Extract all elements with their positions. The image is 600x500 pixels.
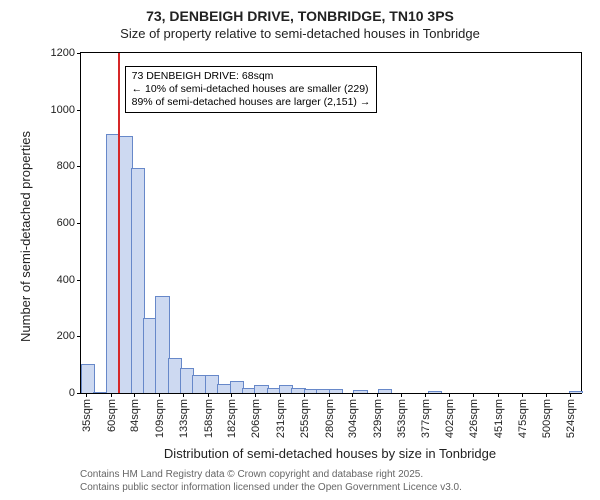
chart-subtitle: Size of property relative to semi-detach… xyxy=(0,24,600,41)
x-tick-mark xyxy=(255,393,256,397)
x-tick-mark xyxy=(546,393,547,397)
attribution-footer: Contains HM Land Registry data © Crown c… xyxy=(80,468,462,494)
x-tick-mark xyxy=(377,393,378,397)
y-tick-mark xyxy=(77,166,81,167)
x-tick-mark xyxy=(522,393,523,397)
x-tick-mark xyxy=(304,393,305,397)
footer-line1: Contains HM Land Registry data © Crown c… xyxy=(80,468,462,481)
x-tick-mark xyxy=(86,393,87,397)
x-tick-mark xyxy=(231,393,232,397)
x-tick-label: 451sqm xyxy=(491,399,505,438)
histogram-bar xyxy=(378,389,392,393)
x-tick-label: 377sqm xyxy=(418,399,432,438)
x-tick-mark xyxy=(498,393,499,397)
x-tick-mark xyxy=(134,393,135,397)
chart-title: 73, DENBEIGH DRIVE, TONBRIDGE, TN10 3PS xyxy=(0,0,600,24)
histogram-bar xyxy=(428,391,442,393)
x-tick-mark xyxy=(208,393,209,397)
x-tick-label: 280sqm xyxy=(322,399,336,438)
y-tick-mark xyxy=(77,223,81,224)
x-tick-label: 524sqm xyxy=(563,399,577,438)
y-tick-mark xyxy=(77,336,81,337)
x-tick-label: 304sqm xyxy=(345,399,359,438)
marker-line xyxy=(118,53,120,393)
x-tick-label: 500sqm xyxy=(539,399,553,438)
x-tick-mark xyxy=(159,393,160,397)
histogram-bar xyxy=(353,390,367,393)
x-axis-label: Distribution of semi-detached houses by … xyxy=(164,446,496,461)
x-tick-mark xyxy=(425,393,426,397)
x-tick-label: 206sqm xyxy=(248,399,262,438)
x-tick-label: 84sqm xyxy=(127,399,141,432)
x-tick-label: 182sqm xyxy=(224,399,238,438)
y-tick-mark xyxy=(77,53,81,54)
annotation-line2: ← 10% of semi-detached houses are smalle… xyxy=(132,83,371,96)
x-tick-mark xyxy=(183,393,184,397)
y-tick-mark xyxy=(77,393,81,394)
x-tick-mark xyxy=(352,393,353,397)
x-tick-label: 353sqm xyxy=(394,399,408,438)
annotation-box: 73 DENBEIGH DRIVE: 68sqm ← 10% of semi-d… xyxy=(125,66,378,113)
x-tick-mark xyxy=(449,393,450,397)
x-tick-label: 255sqm xyxy=(297,399,311,438)
annotation-line1: 73 DENBEIGH DRIVE: 68sqm xyxy=(132,70,371,83)
x-tick-mark xyxy=(401,393,402,397)
plot-area: 73 DENBEIGH DRIVE: 68sqm ← 10% of semi-d… xyxy=(80,52,582,394)
annotation-line3: 89% of semi-detached houses are larger (… xyxy=(132,96,371,109)
x-tick-mark xyxy=(570,393,571,397)
x-tick-label: 426sqm xyxy=(466,399,480,438)
y-tick-mark xyxy=(77,280,81,281)
x-tick-label: 329sqm xyxy=(370,399,384,438)
x-tick-label: 35sqm xyxy=(79,399,93,432)
y-axis-label: Number of semi-detached properties xyxy=(18,131,33,342)
x-tick-label: 60sqm xyxy=(104,399,118,432)
x-tick-mark xyxy=(280,393,281,397)
x-tick-label: 133sqm xyxy=(176,399,190,438)
histogram-bar xyxy=(81,364,95,393)
y-tick-mark xyxy=(77,110,81,111)
x-tick-label: 402sqm xyxy=(442,399,456,438)
histogram-bar xyxy=(329,389,343,393)
x-tick-mark xyxy=(111,393,112,397)
x-tick-label: 109sqm xyxy=(152,399,166,438)
x-tick-label: 475sqm xyxy=(515,399,529,438)
x-tick-mark xyxy=(473,393,474,397)
x-tick-mark xyxy=(329,393,330,397)
footer-line2: Contains public sector information licen… xyxy=(80,481,462,494)
x-tick-label: 231sqm xyxy=(273,399,287,438)
x-tick-label: 158sqm xyxy=(201,399,215,438)
